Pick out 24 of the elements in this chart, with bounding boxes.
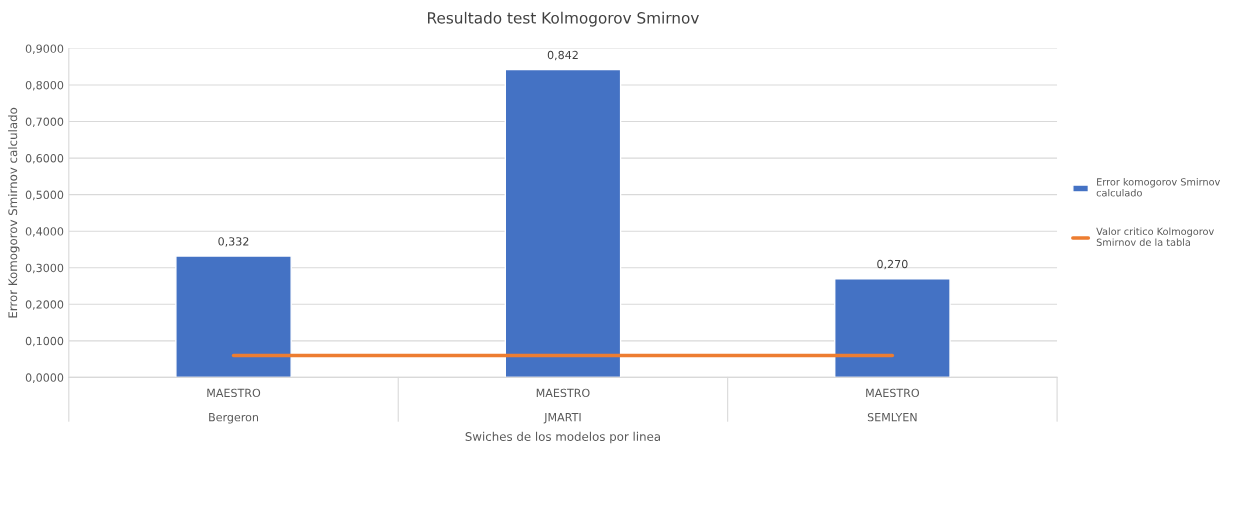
category-label: MAESTRO JMARTI <box>536 388 590 424</box>
y-tick-label: 0,8000 <box>25 80 64 91</box>
bar <box>834 278 951 378</box>
y-tick-label: 0,5000 <box>25 190 64 201</box>
y-tick-label: 0,2000 <box>25 300 64 310</box>
bar <box>175 255 292 378</box>
y-tick-label: 0,4000 <box>25 227 64 237</box>
legend-label: Valor critico Kolmogorov Smirnov de la tabla <box>1096 227 1214 246</box>
data-label: 0,270 <box>877 259 908 270</box>
y-tick-label: 0,9000 <box>25 44 64 54</box>
category-label: MAESTRO SEMLYEN <box>866 388 920 422</box>
y-tick-label: 0,0000 <box>25 373 64 383</box>
y-tick-label: 0,7000 <box>25 117 64 128</box>
category-label: MAESTRO Bergeron <box>207 388 261 424</box>
y-tick-label: 0,1000 <box>25 336 64 347</box>
y-tick-label: 0,3000 <box>25 263 64 274</box>
x-axis-title: Swiches de los modelos por linea <box>465 431 660 444</box>
data-label: 0,842 <box>547 50 578 61</box>
legend-label: Error komogorov Smirnov calculado <box>1096 178 1221 197</box>
y-tick-label: 0,6000 <box>25 154 64 164</box>
y-axis-title: Error Komogorov Smirnov calculado <box>8 107 20 318</box>
bar <box>504 68 622 378</box>
data-label: 0,332 <box>218 237 249 247</box>
chart-title: Resultado test Kolmogorov Smirnov <box>428 11 699 27</box>
